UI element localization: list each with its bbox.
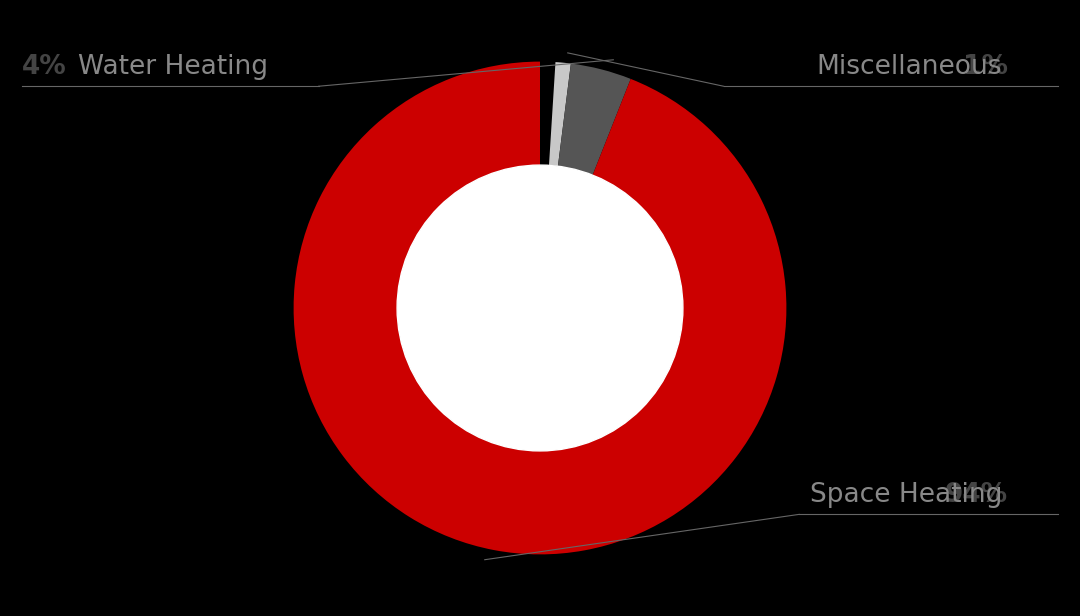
Wedge shape: [294, 62, 786, 554]
Wedge shape: [540, 62, 555, 165]
Text: Miscellaneous: Miscellaneous: [816, 54, 1002, 80]
Text: Space Heating: Space Heating: [810, 482, 1002, 508]
Text: 4%: 4%: [22, 54, 66, 80]
Wedge shape: [549, 62, 571, 166]
Circle shape: [397, 165, 683, 451]
Text: 94%: 94%: [945, 482, 1008, 508]
Wedge shape: [558, 63, 631, 175]
Text: 1%: 1%: [962, 54, 1008, 80]
Text: Water Heating: Water Heating: [78, 54, 268, 80]
